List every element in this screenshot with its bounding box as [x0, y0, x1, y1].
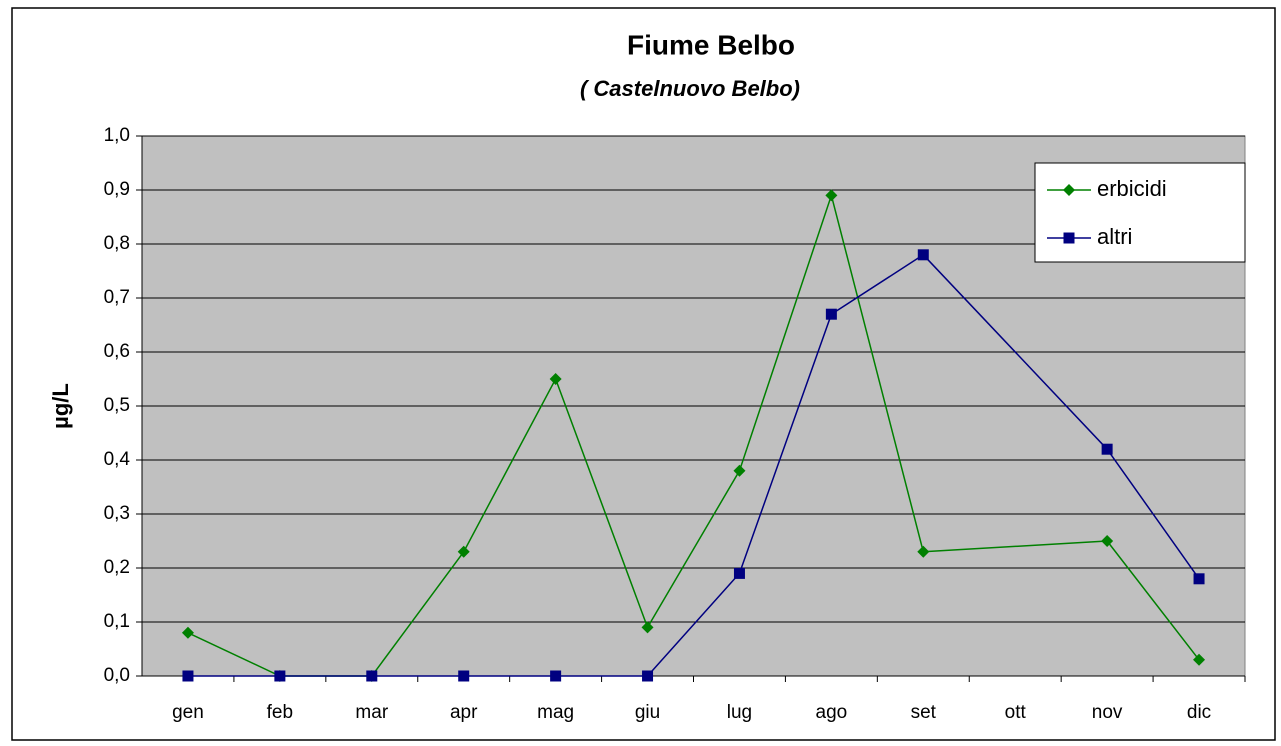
- data-point: [274, 670, 286, 682]
- data-point: [641, 621, 654, 634]
- chart-subtitle: ( Castelnuovo Belbo): [580, 76, 800, 101]
- x-tick-label: mar: [355, 702, 388, 723]
- x-tick-label: dic: [1187, 702, 1211, 723]
- data-point: [549, 373, 562, 385]
- x-tick-label: set: [911, 702, 937, 723]
- data-point: [181, 626, 194, 639]
- data-point: [733, 567, 745, 579]
- x-tick-label: giu: [635, 702, 660, 723]
- x-tick-label: lug: [727, 702, 752, 723]
- x-tick-label: gen: [172, 702, 204, 723]
- legend-marker: [1063, 232, 1075, 244]
- x-tick-label: mag: [537, 702, 574, 723]
- line-bridge: [923, 540, 1108, 553]
- data-point: [366, 670, 378, 682]
- x-tick-label: feb: [267, 702, 293, 723]
- data-point: [550, 670, 562, 682]
- x-tick-label: ott: [1005, 702, 1027, 723]
- data-point: [1101, 535, 1114, 547]
- x-tick-label: nov: [1092, 702, 1123, 723]
- y-tick-label: 0,7: [104, 287, 130, 308]
- y-tick-label: 0,2: [104, 557, 130, 578]
- y-tick-label: 1,0: [104, 125, 130, 146]
- data-point: [458, 670, 470, 682]
- y-tick-label: 0,1: [104, 611, 130, 632]
- y-tick-label: 0,4: [104, 449, 131, 470]
- data-point: [642, 670, 654, 682]
- y-tick-label: 0,8: [104, 233, 130, 254]
- x-tick-label: ago: [816, 702, 848, 723]
- y-tick-label: 0,5: [104, 395, 130, 416]
- data-point: [457, 545, 470, 558]
- data-point: [917, 545, 930, 558]
- line-bridge: [922, 254, 1108, 450]
- legend-marker: [1063, 184, 1075, 196]
- y-tick-label: 0,6: [104, 341, 130, 362]
- data-point: [1193, 573, 1205, 585]
- legend-label: erbicidi: [1097, 176, 1167, 201]
- y-tick-label: 0,9: [104, 179, 130, 200]
- y-axis-label: µg/L: [48, 383, 73, 429]
- data-point: [917, 249, 929, 261]
- legend-box: [1034, 162, 1246, 263]
- data-point: [733, 464, 746, 477]
- x-tick-label: apr: [450, 702, 478, 723]
- data-point: [1193, 653, 1206, 666]
- data-point: [825, 189, 838, 202]
- data-point: [1101, 443, 1113, 455]
- y-tick-label: 0,0: [104, 665, 130, 686]
- data-point: [182, 670, 194, 682]
- chart-title: Fiume Belbo: [627, 29, 795, 60]
- y-tick-label: 0,3: [104, 503, 130, 524]
- legend-label: altri: [1097, 224, 1132, 249]
- data-point: [825, 308, 837, 320]
